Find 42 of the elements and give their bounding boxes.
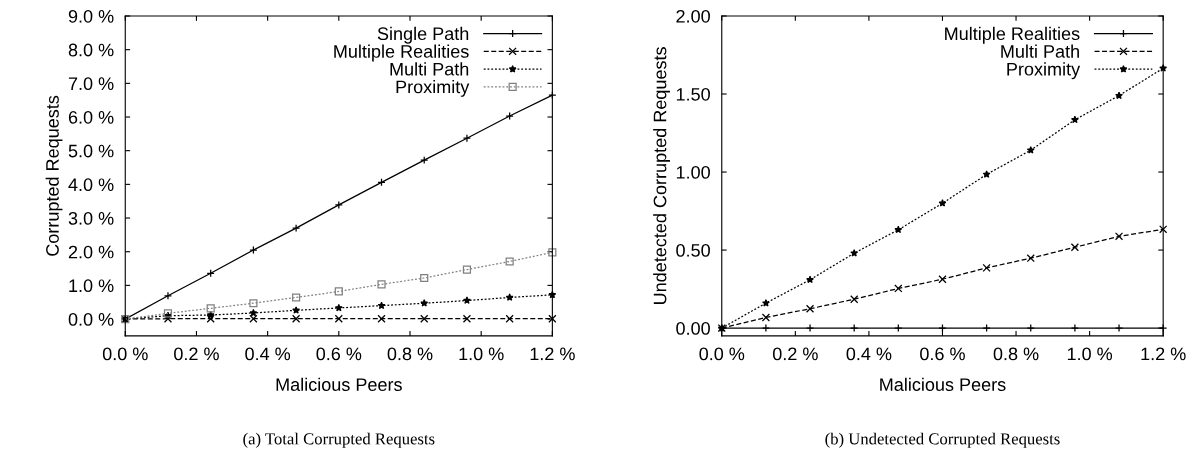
x-tick-label: 0.0 % bbox=[102, 347, 148, 361]
y-tick-label: 0.50 bbox=[676, 244, 710, 257]
legend-label: Multiple Realities bbox=[334, 44, 469, 62]
y-tick-label: 2.00 bbox=[676, 9, 710, 23]
legend-label: Proximity bbox=[1007, 62, 1081, 80]
legend-label: Multi Path bbox=[1001, 44, 1079, 58]
x-tick-label: 0.4 % bbox=[245, 347, 291, 361]
legend-label: Single Path bbox=[377, 26, 469, 44]
y-tick-label: 8.0 % bbox=[68, 43, 114, 57]
text: (b) Undetected Corrupted Requests bbox=[825, 432, 1060, 448]
y-tick-label: 4.0 % bbox=[68, 178, 114, 192]
y-tick-label: 7.0 % bbox=[68, 77, 114, 91]
y-tick-label: 1.00 bbox=[676, 165, 710, 179]
y-tick-label: 1.0 % bbox=[69, 279, 114, 293]
y-tick-label: 0.0 % bbox=[68, 312, 114, 326]
x-axis-title: Malicious Peers bbox=[276, 377, 402, 391]
x-tick-label: 0.8 % bbox=[387, 347, 433, 361]
y-tick-label: 5.0 % bbox=[68, 144, 114, 158]
y-tick-label: 9.0 % bbox=[68, 9, 114, 23]
y-tick-label: 6.0 % bbox=[68, 110, 114, 124]
legend-label: Proximity bbox=[396, 80, 470, 97]
x-tick-label: 0.4 % bbox=[846, 347, 892, 361]
x-tick-label: 0.0 % bbox=[699, 347, 745, 361]
x-axis-title: Malicious Peers bbox=[880, 377, 1006, 391]
x-tick-label: 0.6 % bbox=[316, 347, 362, 361]
text: (a) Total Corrupted Requests bbox=[243, 432, 435, 448]
x-tick-label: 1.2 % bbox=[1141, 347, 1186, 361]
x-tick-label: 0.6 % bbox=[920, 347, 965, 361]
y-tick-label: 2.0 % bbox=[68, 245, 114, 259]
y-axis-title: Undetected Corrupted Requests bbox=[653, 47, 670, 305]
x-tick-label: 1.0 % bbox=[459, 347, 504, 361]
y-tick-label: 1.50 bbox=[676, 87, 710, 101]
y-tick-label: 3.0 % bbox=[68, 211, 114, 225]
x-tick-label: 0.2 % bbox=[772, 347, 818, 361]
x-tick-label: 1.2 % bbox=[530, 347, 575, 361]
y-axis-title: Corrupted Requests bbox=[45, 95, 63, 256]
legend-label: Multi Path bbox=[390, 62, 469, 76]
legend-label: Multiple Realities bbox=[945, 26, 1080, 44]
x-tick-label: 0.2 % bbox=[174, 347, 219, 361]
x-tick-label: 1.0 % bbox=[1067, 347, 1113, 361]
y-tick-label: 0.00 bbox=[676, 322, 710, 335]
x-tick-label: 0.8 % bbox=[993, 347, 1039, 361]
